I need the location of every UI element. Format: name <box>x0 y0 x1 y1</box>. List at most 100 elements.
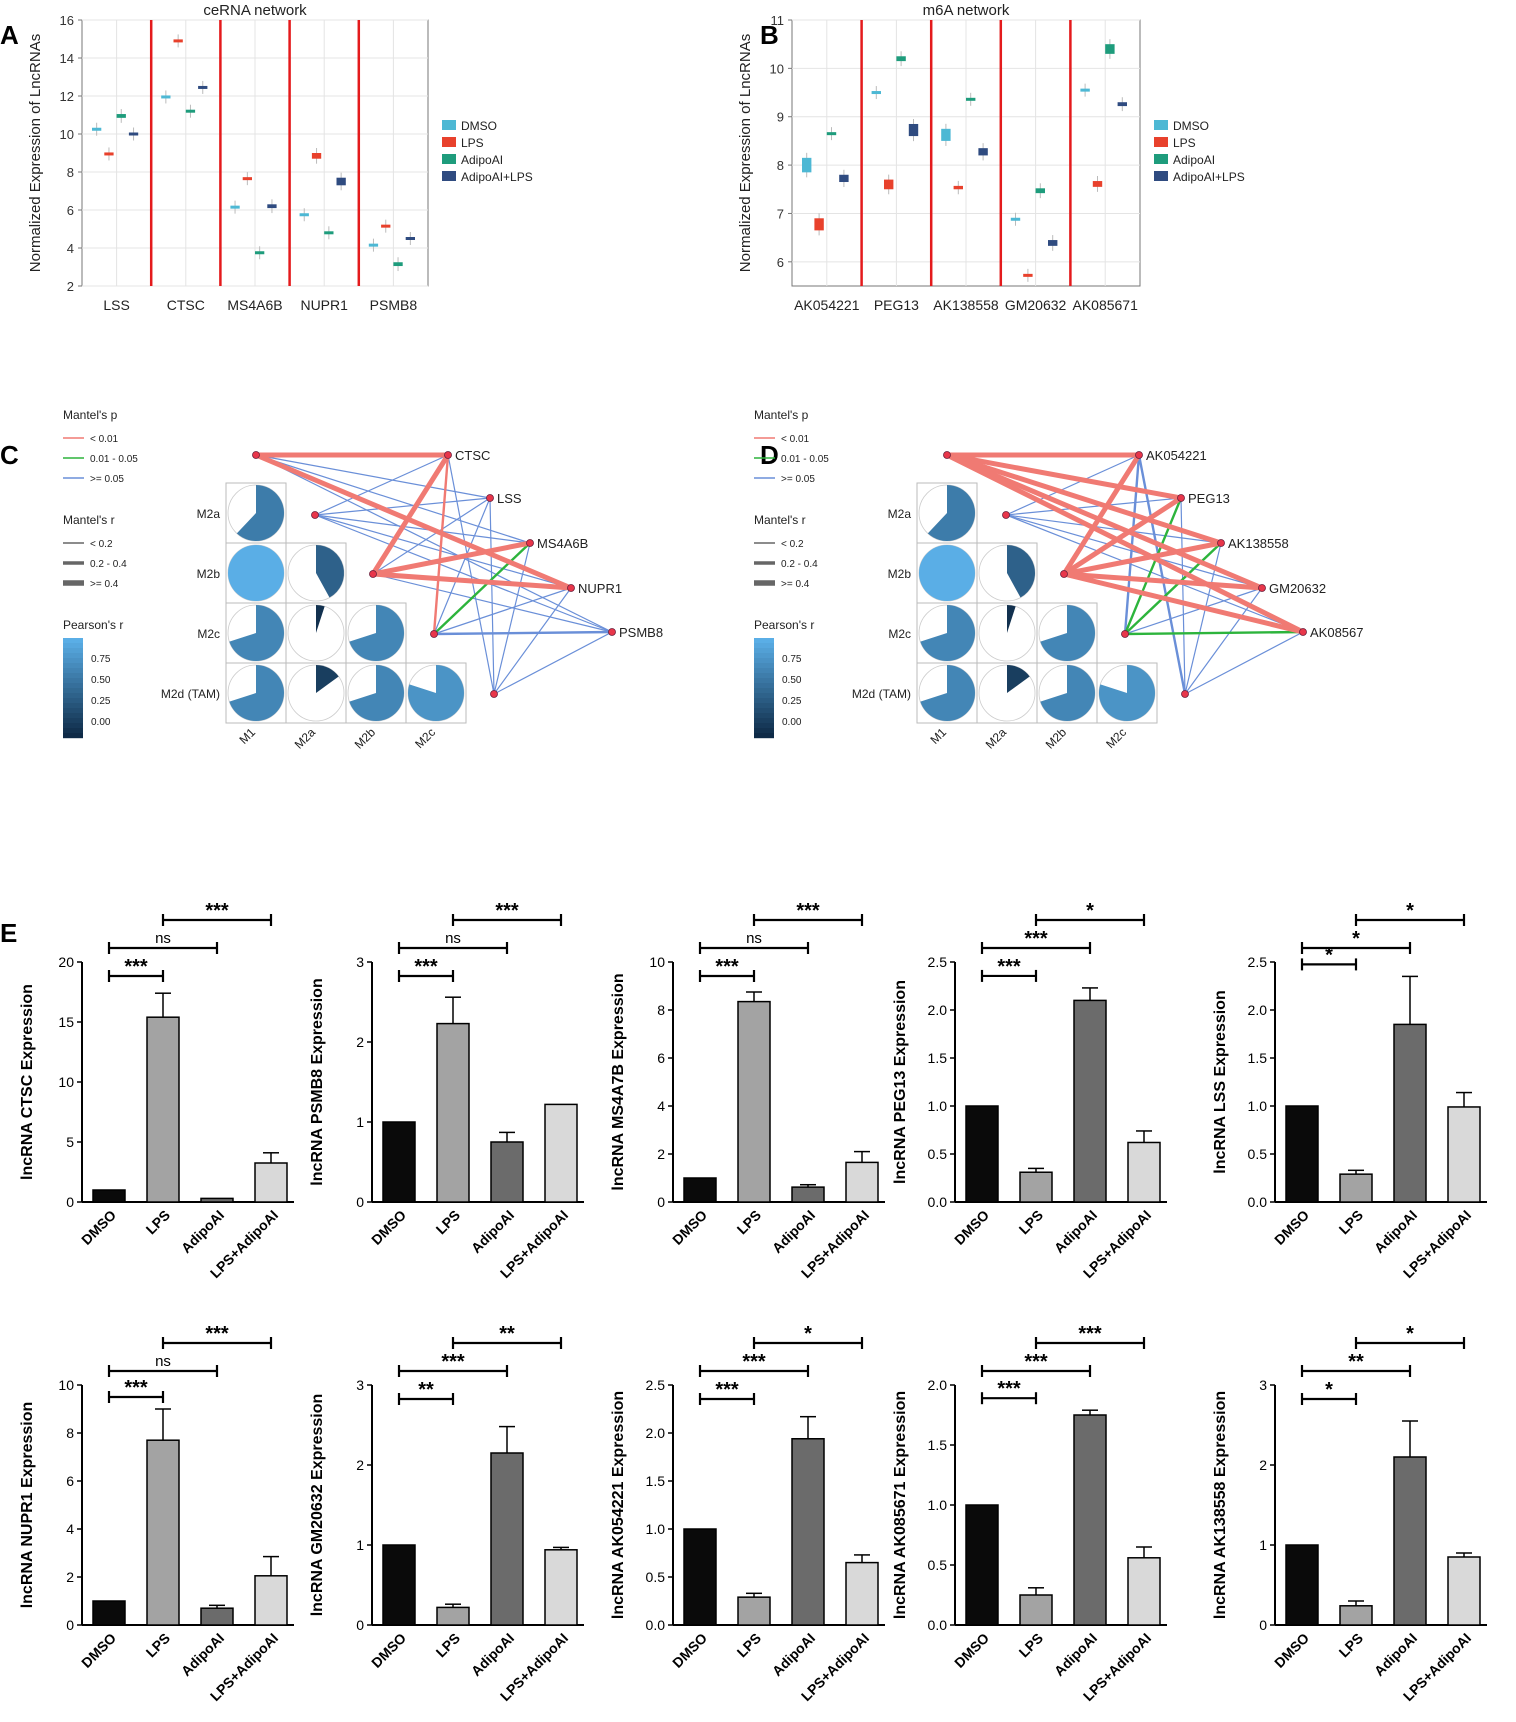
matrix-row-label: M2a <box>197 507 221 521</box>
y-tick-label: 12 <box>60 89 74 104</box>
y-tick-label: 4 <box>66 1521 74 1537</box>
box-dmso <box>92 127 102 131</box>
colorbar-segment <box>754 713 774 719</box>
x-tick-label: DMSO <box>669 1630 710 1671</box>
bar-dmso <box>683 1177 717 1203</box>
matrix-col-label: M2b <box>1043 725 1070 752</box>
y-tick-label: 0 <box>657 1194 665 1210</box>
boxplot-cerna: ceRNA network 2 4 6 8 10 12 14 16 Normalized Expr… <box>27 2 533 313</box>
colorbar-tick-label: 0.00 <box>782 717 802 728</box>
source-node <box>1002 511 1010 519</box>
legend-title-r: Mantel's r <box>63 513 115 527</box>
y-tick-label: 8 <box>67 165 74 180</box>
y-tick-label: 2 <box>67 279 74 294</box>
y-tick-label: 1 <box>1259 1537 1267 1553</box>
target-node <box>1217 539 1225 547</box>
x-tick-label: AdipoAI <box>178 1630 227 1679</box>
bar-dmso <box>965 1105 999 1203</box>
bar-dmso <box>965 1504 999 1626</box>
bar-chart-e7: 0 1 2 3 lncRNA GM20632 Expression DMSO LPS Adip… <box>309 1323 584 1704</box>
x-tick-label: LSS <box>103 297 129 313</box>
legend-p-label: 0.01 - 0.05 <box>781 454 829 465</box>
mantel-edge <box>1061 571 1306 635</box>
bar-lps <box>1339 1173 1373 1203</box>
bar-chart-e1: 0 5 10 15 20 lncRNA CTSC Expression DMSO LPS Adi… <box>19 900 294 1281</box>
y-tick-label: 6 <box>67 203 74 218</box>
source-node <box>943 451 951 459</box>
y-tick-label: 9 <box>777 110 784 125</box>
box-adipoai <box>324 231 334 235</box>
legend-r-label: >= 0.4 <box>781 579 810 590</box>
box-dmso <box>230 205 240 209</box>
matrix-row-label: M2c <box>888 627 911 641</box>
mantel-edge <box>1137 453 1187 696</box>
y-axis-label: lncRNA NUPR1 Expression <box>19 1402 36 1609</box>
box-lps <box>173 39 183 43</box>
y-tick-label: 2 <box>66 1569 74 1585</box>
box-adipoai-lps <box>1117 102 1127 107</box>
mantel-edge <box>253 452 574 591</box>
colorbar-segment <box>754 698 774 704</box>
colorbar-segment <box>754 653 774 659</box>
x-tick-label: CTSC <box>167 297 205 313</box>
matrix-col-label: M2c <box>1103 725 1129 751</box>
legend-p-label: >= 0.05 <box>781 474 815 485</box>
x-tick-label: AK085671 <box>1072 297 1138 313</box>
y-tick-label: 2.5 <box>928 954 948 970</box>
panel-letter-b: B <box>760 20 779 50</box>
mantel-edge <box>255 454 491 499</box>
pie-slice <box>349 605 404 661</box>
target-node <box>1177 494 1185 502</box>
significance-label: *** <box>1078 1323 1102 1345</box>
y-tick-label: 7 <box>777 206 784 221</box>
box-adipoai <box>116 114 126 118</box>
target-label: LSS <box>497 491 522 506</box>
colorbar-segment <box>754 728 774 734</box>
y-tick-label: 1.0 <box>928 1098 948 1114</box>
y-tick-label: 1.5 <box>928 1050 948 1066</box>
pie-slice <box>229 605 285 661</box>
y-tick-label: 2 <box>356 1457 364 1473</box>
matrix-row-label: M2d (TAM) <box>161 687 220 701</box>
box-adipoai <box>185 109 196 113</box>
x-tick-label: DMSO <box>951 1630 992 1671</box>
box-lps <box>953 185 963 190</box>
legend-label: AdipoAI+LPS <box>461 170 533 184</box>
box-adipoai-lps <box>839 174 849 183</box>
bar-adipoai <box>791 1186 825 1203</box>
x-tick-label: PEG13 <box>874 297 919 313</box>
y-tick-label: 10 <box>58 1377 74 1393</box>
colorbar-tick-label: 0.00 <box>91 717 111 728</box>
box-adipoai <box>393 262 403 267</box>
significance-label: *** <box>441 1351 465 1373</box>
box-lps <box>814 218 824 231</box>
significance-label: *** <box>205 1323 229 1345</box>
colorbar-segment <box>754 693 774 699</box>
legend-swatch <box>1154 137 1168 147</box>
source-node <box>1060 570 1068 578</box>
y-tick-label: 16 <box>60 13 74 28</box>
legend-title-p: Mantel's p <box>63 408 118 422</box>
matrix-row-label: M2b <box>197 567 221 581</box>
y-tick-label: 0.5 <box>1248 1146 1268 1162</box>
colorbar-segment <box>63 723 83 729</box>
y-tick-label: 10 <box>60 127 74 142</box>
mantel-edge <box>1061 540 1224 577</box>
significance-label: ns <box>155 930 171 947</box>
y-tick-label: 0 <box>66 1194 74 1210</box>
y-tick-label: 15 <box>58 1014 74 1030</box>
mantel-edge <box>370 452 451 577</box>
matrix-col-label: M2b <box>352 725 379 752</box>
box-lps <box>884 179 894 190</box>
source-node <box>430 630 438 638</box>
matrix-row-label: M2b <box>888 567 912 581</box>
significance-label: * <box>1352 928 1360 950</box>
mantel-edge <box>1123 496 1183 636</box>
bar-chart-e8: 0.0 0.5 1.0 1.5 2.0 2.5 lncRNA AK054221 Expres… <box>610 1323 885 1704</box>
x-tick-label: LPS <box>1336 1630 1367 1661</box>
chart-title: ceRNA network <box>203 2 307 19</box>
significance-label: ns <box>445 930 461 947</box>
target-node <box>1258 584 1266 592</box>
source-node <box>311 511 319 519</box>
mantel-edge <box>493 587 572 695</box>
